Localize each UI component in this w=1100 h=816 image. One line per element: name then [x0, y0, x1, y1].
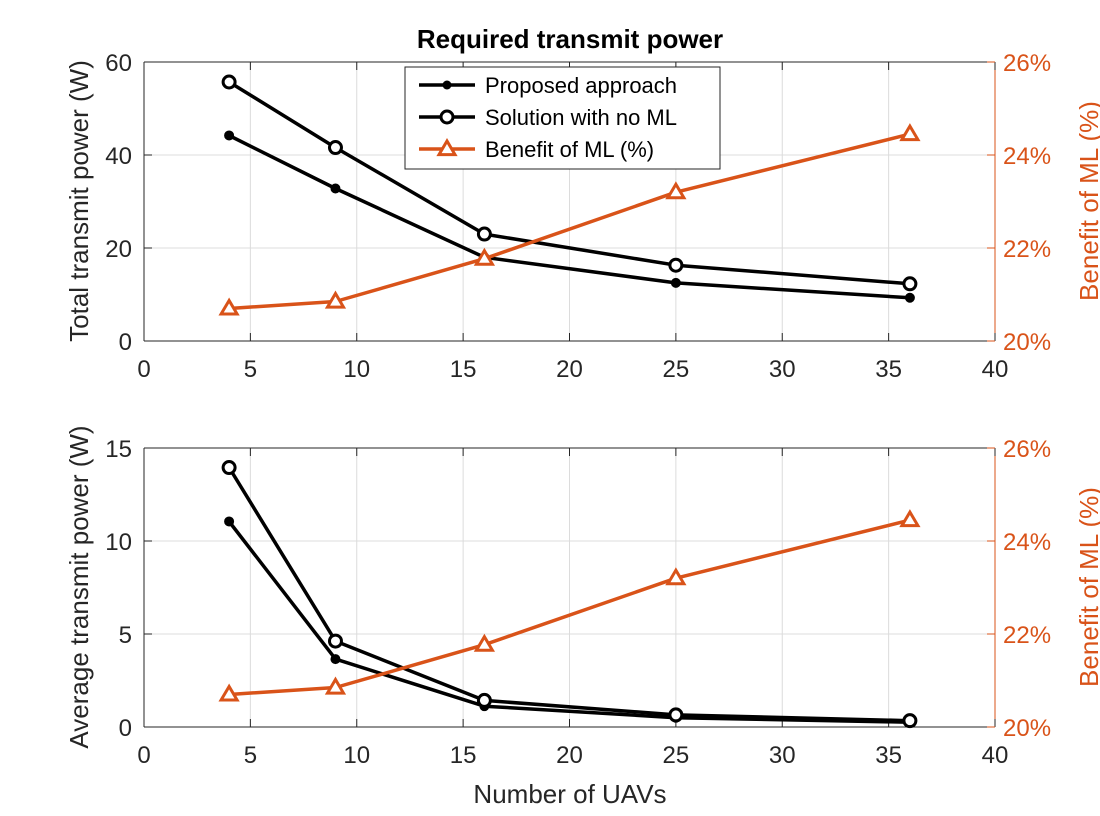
top-chart-y2-tick-label: 26% [1003, 50, 1051, 77]
top-chart-series-benefit-point [899, 123, 921, 142]
top-chart-x-tick-label: 10 [343, 356, 370, 383]
bottom-chart-y-tick-label: 10 [105, 529, 132, 556]
top-chart-series-benefit-point [473, 247, 496, 266]
bottom-chart-series-benefit-point [665, 567, 687, 586]
top-chart-series-no-ml-point [327, 140, 343, 156]
bottom-chart-y2-tick-label: 22% [1003, 622, 1051, 649]
bottom-chart-plot: 0 5 10 15 20 25 30 35 40 0 5 10 15 20% 22% 24% 26% [105, 436, 1051, 769]
legend-label-proposed: Proposed approach [485, 73, 677, 98]
top-chart-y2-axis-label: Benefit of ML (%) [1074, 101, 1100, 301]
top-chart-plot: 0 5 10 15 20 25 30 35 40 0 20 40 60 20% 22% 24% 26% Propo… [105, 50, 1051, 383]
bottom-chart-series-no-ml-point [668, 707, 684, 723]
top-chart-series-proposed-point [670, 277, 681, 288]
legend-marker-benefit [436, 138, 458, 157]
top-chart-x-tick-label: 20 [556, 356, 583, 383]
bottom-chart-series-benefit-point [473, 633, 496, 652]
top-chart-series-benefit-point [324, 290, 347, 309]
bottom-chart-x-tick-label: 20 [556, 742, 583, 769]
top-chart-x-tick-label: 5 [244, 356, 257, 383]
legend-marker-no-ml [439, 109, 455, 125]
bottom-chart-x-tick-label: 30 [769, 742, 796, 769]
top-chart-series-proposed-point [904, 292, 915, 303]
bottom-chart-series-benefit-point [218, 683, 240, 702]
bottom-chart-series-no-ml-point [221, 460, 237, 476]
bottom-chart-x-tick-label: 5 [244, 742, 257, 769]
bottom-chart-series-no-ml-point [902, 713, 918, 729]
top-chart-series-proposed-point [330, 183, 341, 194]
bottom-chart-x-axis-label: Number of UAVs [473, 779, 666, 809]
bottom-chart-x-tick-label: 35 [875, 742, 902, 769]
top-chart-y-tick-label: 40 [105, 143, 132, 170]
top-chart-series-no-ml-point [902, 276, 918, 292]
top-chart-series-benefit-point [218, 297, 240, 316]
bottom-chart-y-axis-label: Average transmit power (W) [64, 425, 94, 748]
bottom-chart-x-tick-label: 15 [450, 742, 477, 769]
legend-label-benefit: Benefit of ML (%) [485, 137, 654, 162]
top-chart-y2-tick-label: 24% [1003, 143, 1051, 170]
legend: Proposed approach Solution with no ML Bene… [404, 66, 721, 170]
bottom-chart-y2-tick-label: 24% [1003, 529, 1051, 556]
bottom-chart-y-tick-label: 5 [119, 622, 132, 649]
legend-marker-proposed [442, 80, 452, 90]
bottom-chart-x-tick-label: 10 [343, 742, 370, 769]
bottom-chart-x-tick-label: 40 [982, 742, 1009, 769]
bottom-chart-y2-tick-label: 20% [1003, 715, 1051, 742]
legend-label-no-ml: Solution with no ML [485, 105, 677, 130]
bottom-chart-series-benefit-point [324, 676, 347, 695]
top-chart-x-tick-label: 35 [875, 356, 902, 383]
top-chart-y-tick-label: 0 [119, 329, 132, 356]
top-chart-y-tick-label: 60 [105, 50, 132, 77]
bottom-chart-x-tick-label: 25 [663, 742, 690, 769]
bottom-chart-series-no-ml-point [327, 633, 343, 649]
bottom-chart-x-tick-label: 0 [137, 742, 150, 769]
bottom-chart-series-benefit-point [899, 509, 921, 528]
bottom-chart-series-proposed-point [330, 654, 341, 665]
top-chart-x-tick-label: 30 [769, 356, 796, 383]
top-chart-title: Required transmit power [417, 24, 723, 54]
bottom-chart-y-tick-label: 0 [119, 715, 132, 742]
top-chart-y2-tick-label: 20% [1003, 329, 1051, 356]
bottom-chart-y2-tick-label: 26% [1003, 436, 1051, 463]
top-chart-series-no-ml-point [221, 74, 237, 90]
top-chart-series-benefit-point [665, 181, 687, 200]
bottom-chart-y2-axis-label: Benefit of ML (%) [1074, 487, 1100, 687]
top-chart-series-proposed-point [224, 130, 235, 141]
top-chart-series-no-ml-point [476, 226, 492, 242]
top-chart-x-tick-label: 0 [137, 356, 150, 383]
bottom-chart-y-tick-label: 15 [105, 436, 132, 463]
bottom-chart-series-no-ml-point [476, 692, 492, 708]
top-chart-x-tick-label: 40 [982, 356, 1009, 383]
top-chart-y-axis-label: Total transmit power (W) [64, 60, 94, 342]
top-chart-y2-tick-label: 22% [1003, 236, 1051, 263]
top-chart-series-no-ml-point [668, 257, 684, 273]
top-chart-x-tick-label: 25 [663, 356, 690, 383]
top-chart-x-tick-label: 15 [450, 356, 477, 383]
bottom-chart-series-proposed-point [224, 516, 235, 527]
top-chart-y-tick-label: 20 [105, 236, 132, 263]
